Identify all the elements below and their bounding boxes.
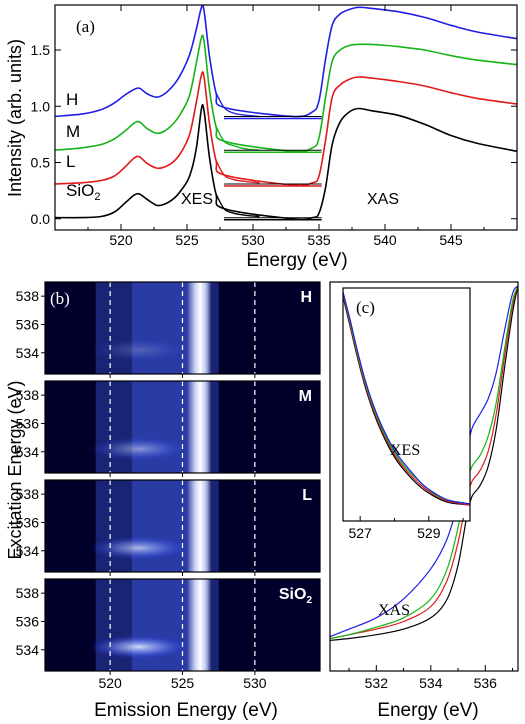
x-tick-label-530: 530 [241, 232, 265, 248]
series-label-text: M [66, 122, 80, 141]
inset-xes-line-h [342, 291, 471, 505]
y-tick-label-538: 538 [16, 288, 40, 304]
y-tick-label: 0.5 [31, 155, 51, 171]
map-label-h: H [300, 289, 312, 306]
x-tick-label-534: 534 [419, 675, 443, 691]
xes-tail-h [215, 92, 260, 118]
map-label-subscript: 2 [306, 595, 312, 606]
y-tick-label-534: 534 [16, 543, 40, 559]
map-stripe-sio2 [186, 579, 212, 671]
series-label-h: H [66, 90, 78, 109]
panel-c-xlabel: Energy (eV) [377, 700, 478, 721]
map-label-text: M [299, 388, 312, 405]
map-stripe-m [186, 381, 212, 473]
panel-a-xes-annotation: XES [181, 191, 213, 208]
x-tick-label-532: 532 [365, 675, 389, 691]
y-tick-label-534: 534 [16, 345, 40, 361]
xes-tail-m [215, 126, 260, 151]
series-label-text: L [66, 152, 75, 171]
x-tick-label-540: 540 [373, 232, 397, 248]
y-tick-label-538: 538 [16, 387, 40, 403]
x-tick-label-520: 520 [109, 232, 133, 248]
map-hump-sio2 [88, 634, 190, 659]
panel-a-axes [54, 4, 518, 231]
map-stripe-l [186, 480, 212, 572]
panel-a: 520 525 530 535 540 545 0.0 0.5 1.0 1.5 (a) Energ… [5, 4, 518, 271]
map-label-m: M [299, 388, 312, 405]
series-label-l: L [66, 152, 75, 171]
panel-a-baselines [223, 116, 322, 221]
panel-b-ylabel: Excitation Energy (eV) [5, 380, 25, 559]
panel-c: 532 534 536 XAS Energy (eV) 527 529 (c) XES [329, 281, 519, 721]
map-label-text: H [300, 289, 312, 306]
map-label-text: SiO [279, 586, 307, 603]
x-tick-label-520: 520 [98, 675, 122, 691]
y-tick-label-536: 536 [16, 613, 40, 629]
x-tick-label-525: 525 [171, 675, 195, 691]
panel-b: H 534 536 538 M 534 536 538 L 534 536 538 SiO2 534 536… [5, 281, 321, 721]
map-label-text: L [302, 487, 312, 504]
y-tick-label-536: 536 [16, 514, 40, 530]
panel-c-inset: 527 529 (c) XES [342, 287, 471, 541]
inset-axes: 527 529 [342, 287, 471, 541]
series-label-m: M [66, 122, 80, 141]
y-tick-label-534: 534 [16, 444, 40, 460]
panel-a-label: (a) [76, 17, 95, 36]
panel-c-xas-annotation: XAS [378, 602, 410, 619]
y-tick-label-538: 538 [16, 486, 40, 502]
series-label-sio2: SiO2 [66, 181, 100, 203]
xes-tail-l [215, 159, 260, 184]
map-hump-l [88, 535, 190, 560]
spectrum-line-h [54, 4, 518, 118]
spectrum-line-l [54, 71, 518, 187]
inset-frame [342, 287, 471, 522]
map-hump-m [88, 436, 190, 461]
panel-a-xlabel: Energy (eV) [246, 250, 347, 271]
xes-tail-sio2 [215, 193, 260, 218]
x-tick-label-525: 525 [175, 232, 199, 248]
spectrum-line-m [54, 34, 518, 153]
map-label-sio2: SiO2 [279, 586, 313, 606]
panel-b-maps [45, 282, 320, 671]
x-tick-label-545: 545 [439, 232, 463, 248]
panel-a-series-labels: SiO2 LMH [66, 90, 100, 203]
series-label-text: SiO [66, 181, 94, 200]
panel-b-xlabel: Emission Energy (eV) [94, 700, 278, 721]
panel-a-series [54, 4, 518, 221]
y-tick-label: 0.0 [31, 211, 51, 227]
x-tick-label-535: 535 [307, 232, 331, 248]
series-label-subscript: 2 [94, 191, 100, 203]
panel-a-xas-annotation: XAS [367, 191, 399, 208]
spectrum-line-sio2 [54, 103, 518, 221]
x-tick-label-530: 530 [243, 675, 267, 691]
y-tick-label-534: 534 [16, 642, 40, 658]
y-tick-label-536: 536 [16, 316, 40, 332]
panel-a-ticks: 520 525 530 535 540 545 0.0 0.5 1.0 1.5 [31, 5, 517, 248]
inset-label: (c) [356, 298, 375, 317]
y-tick-label-538: 538 [16, 585, 40, 601]
inset-xes-annotation: XES [390, 442, 420, 459]
inset-x-tick-label-527: 527 [348, 525, 372, 541]
y-tick-label: 1.5 [31, 42, 51, 58]
panel-a-ylabel: Intensity (arb. units) [5, 39, 25, 197]
map-label-l: L [302, 487, 312, 504]
map-hump-h [88, 337, 190, 362]
panel-c-frame [329, 281, 519, 672]
y-tick-label-536: 536 [16, 415, 40, 431]
x-tick-label-536: 536 [474, 675, 498, 691]
map-stripe-h [186, 282, 212, 374]
y-tick-label: 1.0 [31, 98, 51, 114]
inset-series [342, 288, 471, 521]
inset-x-tick-label-529: 529 [417, 525, 441, 541]
inset-bg [343, 288, 470, 521]
panel-b-label: (b) [50, 289, 70, 308]
panel-c-axes: 532 534 536 [329, 281, 519, 691]
panel-b-axes: H 534 536 538 M 534 536 538 L 534 536 538 SiO2 534 536… [16, 281, 321, 691]
panel-a-frame [54, 4, 518, 231]
series-label-text: H [66, 90, 78, 109]
